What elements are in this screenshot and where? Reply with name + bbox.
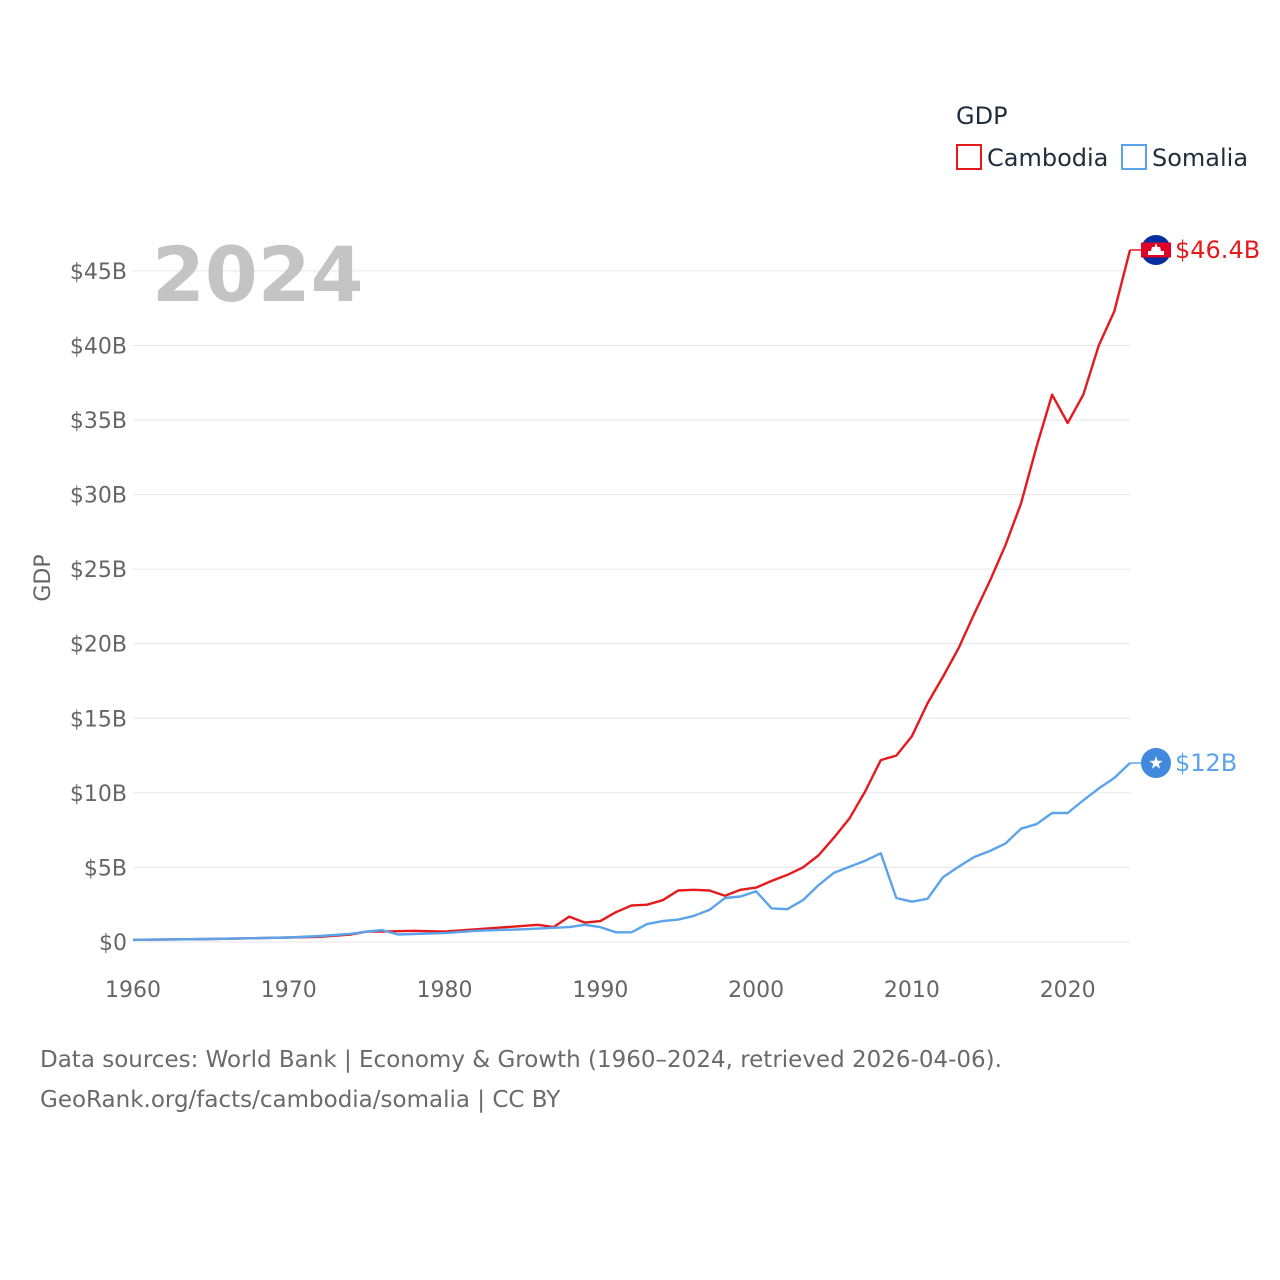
y-axis-ticks: $0 $5B $10B $15B $20B $25B $30B $35B $40B $45B xyxy=(70,260,127,956)
y-tick-label: $5B xyxy=(84,856,127,881)
end-value-label-cambodia: $46.4B xyxy=(1175,236,1260,264)
y-tick-label: $45B xyxy=(70,260,127,285)
x-tick-label: 1970 xyxy=(261,978,317,1003)
footer-attribution[interactable]: GeoRank.org/facts/cambodia/somalia | CC … xyxy=(40,1087,561,1113)
legend-swatch-somalia xyxy=(1121,144,1147,170)
x-tick-label: 1960 xyxy=(105,978,161,1003)
footer-sources: Data sources: World Bank | Economy & Gro… xyxy=(40,1047,1002,1073)
gridlines xyxy=(133,270,1130,943)
y-tick-label: $0 xyxy=(99,931,127,956)
legend-item-somalia[interactable]: Somalia xyxy=(1121,144,1248,172)
x-tick-label: 2020 xyxy=(1040,978,1096,1003)
y-tick-label: $40B xyxy=(70,334,127,359)
y-tick-label: $20B xyxy=(70,633,127,658)
current-year-label: 2024 xyxy=(152,230,364,319)
x-axis-ticks: 1960 1970 1980 1990 2000 2010 2020 xyxy=(105,978,1096,1003)
series-line-somalia xyxy=(132,762,1131,941)
footer: Data sources: World Bank | Economy & Gro… xyxy=(40,1040,1002,1120)
x-tick-label: 2000 xyxy=(728,978,784,1003)
series-lines xyxy=(132,249,1132,941)
x-tick-label: 2010 xyxy=(884,978,940,1003)
x-tick-label: 1980 xyxy=(417,978,473,1003)
y-tick-label: $15B xyxy=(70,707,127,732)
legend-swatch-cambodia xyxy=(956,144,982,170)
y-tick-label: $30B xyxy=(70,484,127,509)
y-tick-label: $10B xyxy=(70,782,127,807)
legend-title: GDP xyxy=(956,102,1008,130)
y-tick-label: $35B xyxy=(70,409,127,434)
somalia-flag-icon xyxy=(1141,748,1171,779)
legend: GDP Cambodia Somalia xyxy=(956,102,1248,172)
x-tick-label: 1990 xyxy=(572,978,628,1003)
y-tick-label: $25B xyxy=(70,558,127,583)
legend-item-cambodia[interactable]: Cambodia xyxy=(956,144,1108,172)
cambodia-flag-icon xyxy=(1141,235,1171,265)
legend-label-cambodia: Cambodia xyxy=(987,144,1108,172)
y-axis-label: GDP xyxy=(31,554,56,601)
end-markers: $46.4B $12B xyxy=(1130,235,1260,779)
end-value-label-somalia: $12B xyxy=(1175,749,1237,777)
series-line-cambodia xyxy=(132,249,1132,941)
legend-label-somalia: Somalia xyxy=(1152,144,1248,172)
